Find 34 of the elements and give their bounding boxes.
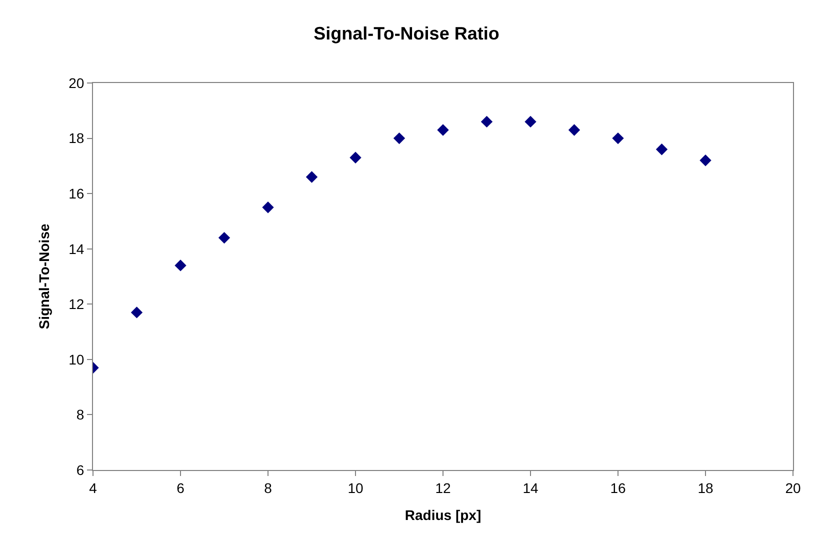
x-tick-label: 8 bbox=[264, 480, 272, 496]
y-tick-label: 12 bbox=[68, 296, 84, 312]
y-tick-label: 20 bbox=[68, 74, 84, 91]
x-tick-label: 4 bbox=[89, 480, 98, 496]
point bbox=[306, 171, 318, 183]
point bbox=[612, 132, 624, 144]
x-tick-label: 6 bbox=[176, 480, 185, 496]
point bbox=[262, 202, 274, 214]
point bbox=[437, 124, 449, 136]
x-tick-label: 20 bbox=[785, 480, 801, 496]
point bbox=[218, 232, 230, 244]
point bbox=[174, 260, 186, 272]
y-axis-title: Signal-To-Noise bbox=[36, 224, 52, 330]
y-tick-label: 14 bbox=[68, 240, 84, 257]
y-tick-label: 6 bbox=[76, 462, 84, 478]
point bbox=[524, 116, 536, 128]
point bbox=[568, 124, 580, 136]
point bbox=[130, 306, 143, 318]
point bbox=[656, 143, 668, 156]
x-tick-label: 14 bbox=[522, 480, 538, 496]
y-tick-label: 16 bbox=[68, 185, 84, 202]
point bbox=[480, 116, 493, 128]
x-tick-label: 12 bbox=[435, 480, 451, 496]
x-axis-title: Radius [px] bbox=[404, 507, 482, 524]
chart-title: Signal-To-Noise Ratio bbox=[314, 24, 500, 44]
x-tick-label: 16 bbox=[610, 480, 626, 496]
point bbox=[393, 132, 406, 144]
y-tick-label: 10 bbox=[68, 351, 84, 368]
y-tick-label: 18 bbox=[68, 130, 84, 146]
x-tick-label: 18 bbox=[698, 480, 714, 496]
point bbox=[350, 152, 362, 164]
x-tick-label: 10 bbox=[348, 480, 364, 496]
y-tick-label: 8 bbox=[76, 406, 84, 423]
point bbox=[700, 154, 712, 166]
